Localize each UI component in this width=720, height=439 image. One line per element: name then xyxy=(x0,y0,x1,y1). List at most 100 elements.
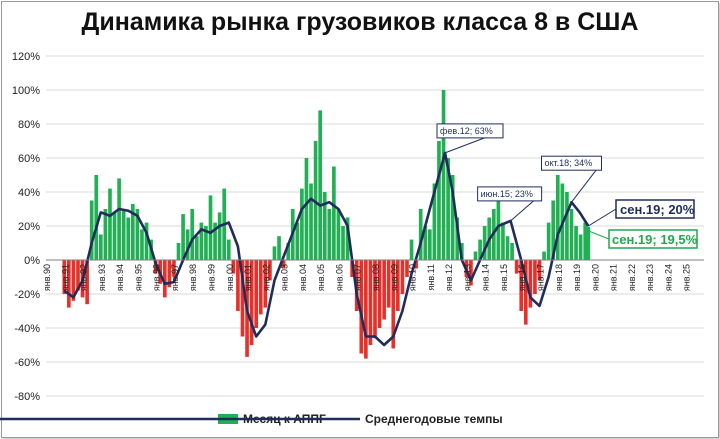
x-tick-label: янв.93 xyxy=(97,264,107,291)
annotation-box xyxy=(477,186,543,202)
bar xyxy=(117,178,121,260)
bar xyxy=(208,195,213,260)
y-tick-label: 100% xyxy=(12,85,40,97)
bar xyxy=(450,175,455,260)
y-tick-label: 120% xyxy=(12,51,40,63)
bar xyxy=(108,188,112,260)
x-tick-label: янв.96 xyxy=(152,264,162,291)
bar xyxy=(62,260,67,294)
bar xyxy=(478,239,482,260)
x-tick-label: янв.21 xyxy=(609,264,619,291)
bar xyxy=(226,239,231,260)
bar xyxy=(555,175,560,260)
bar xyxy=(153,260,158,274)
bar xyxy=(423,226,428,260)
x-tick-label: янв.98 xyxy=(188,264,198,291)
annotation-label: июн.15; 23% xyxy=(481,189,533,199)
bar xyxy=(409,239,414,260)
annotation-leader xyxy=(588,230,610,240)
gridlines xyxy=(46,55,704,397)
bar xyxy=(400,260,405,294)
bar xyxy=(286,243,291,260)
bar xyxy=(176,243,181,260)
bar xyxy=(126,217,131,260)
bar xyxy=(386,260,391,308)
bar xyxy=(501,222,505,260)
x-tick-label: янв.10 xyxy=(408,264,418,291)
x-tick-label: янв.06 xyxy=(334,264,344,291)
x-tick-label: янв.13 xyxy=(462,264,472,291)
bar xyxy=(213,222,217,260)
bar xyxy=(272,246,277,260)
bar xyxy=(85,260,89,305)
x-tick-label: янв.90 xyxy=(42,264,52,291)
bar xyxy=(533,260,537,294)
x-tick-label: янв.23 xyxy=(645,264,655,291)
annotation-label: окт.18; 34% xyxy=(544,158,592,168)
bar xyxy=(414,260,418,269)
x-tick-labels: янв.90 янв.91 янв.92 янв.93 янв.94 янв.95 янв.… xyxy=(42,264,692,291)
bar xyxy=(112,212,117,260)
bar xyxy=(542,251,546,260)
bar xyxy=(67,260,71,308)
bar xyxy=(309,183,313,260)
bar xyxy=(71,260,76,301)
x-tick-label: янв.24 xyxy=(663,264,673,291)
bar xyxy=(300,188,304,260)
line-series xyxy=(63,151,590,347)
bar xyxy=(236,260,240,311)
bar xyxy=(586,226,591,260)
y-tick-label: -80% xyxy=(14,391,40,403)
bar xyxy=(199,222,204,260)
x-tick-label: янв.07 xyxy=(353,264,363,291)
x-tick-label: янв.18 xyxy=(554,264,564,291)
bar xyxy=(510,243,514,260)
bar xyxy=(162,260,167,298)
bar xyxy=(121,209,126,260)
bar xyxy=(382,260,386,320)
y-tick-label: 0% xyxy=(24,255,40,267)
y-tick-label: 40% xyxy=(18,187,40,199)
annotation-box xyxy=(608,229,698,249)
annotation-box xyxy=(615,199,695,219)
bar xyxy=(528,260,533,308)
bar xyxy=(359,260,364,354)
legend: Месяц к АППГ Среднегодовые темпы xyxy=(0,412,503,426)
x-tick-label: янв.97 xyxy=(170,264,180,291)
bar xyxy=(469,260,473,286)
bar xyxy=(574,226,578,260)
bar xyxy=(473,251,478,260)
bar xyxy=(396,260,400,311)
bar xyxy=(281,260,286,269)
bar xyxy=(368,260,373,345)
bar xyxy=(172,260,176,277)
bar xyxy=(217,212,222,260)
x-tick-label: янв.16 xyxy=(517,264,527,291)
bar xyxy=(318,110,322,261)
bar xyxy=(364,260,368,359)
annotation-label: сен.19; 19,5% xyxy=(612,232,698,247)
x-tick-label: янв.01 xyxy=(243,264,253,291)
x-tick-label: янв.12 xyxy=(444,264,454,291)
bar xyxy=(345,217,350,260)
annotations: фев.12; 63% июн.15; 23% окт.18; 34% сен.19;… xyxy=(436,123,698,249)
bar xyxy=(99,234,103,260)
bar xyxy=(76,260,80,291)
bar xyxy=(144,222,149,260)
x-tick-label: янв.14 xyxy=(481,264,491,291)
bar xyxy=(505,236,510,260)
bar xyxy=(190,209,195,260)
bar xyxy=(537,260,542,281)
bar xyxy=(130,203,135,260)
x-tick-label: янв.95 xyxy=(133,264,143,291)
bar xyxy=(167,260,172,288)
x-tick-label: янв.00 xyxy=(225,264,235,291)
bar xyxy=(135,209,140,260)
bar xyxy=(578,234,583,260)
y-tick-label: 80% xyxy=(18,119,40,131)
x-tick-label: янв.19 xyxy=(572,264,582,291)
bar xyxy=(254,260,259,328)
bar xyxy=(231,260,236,274)
x-tick-label: янв.15 xyxy=(499,264,509,291)
